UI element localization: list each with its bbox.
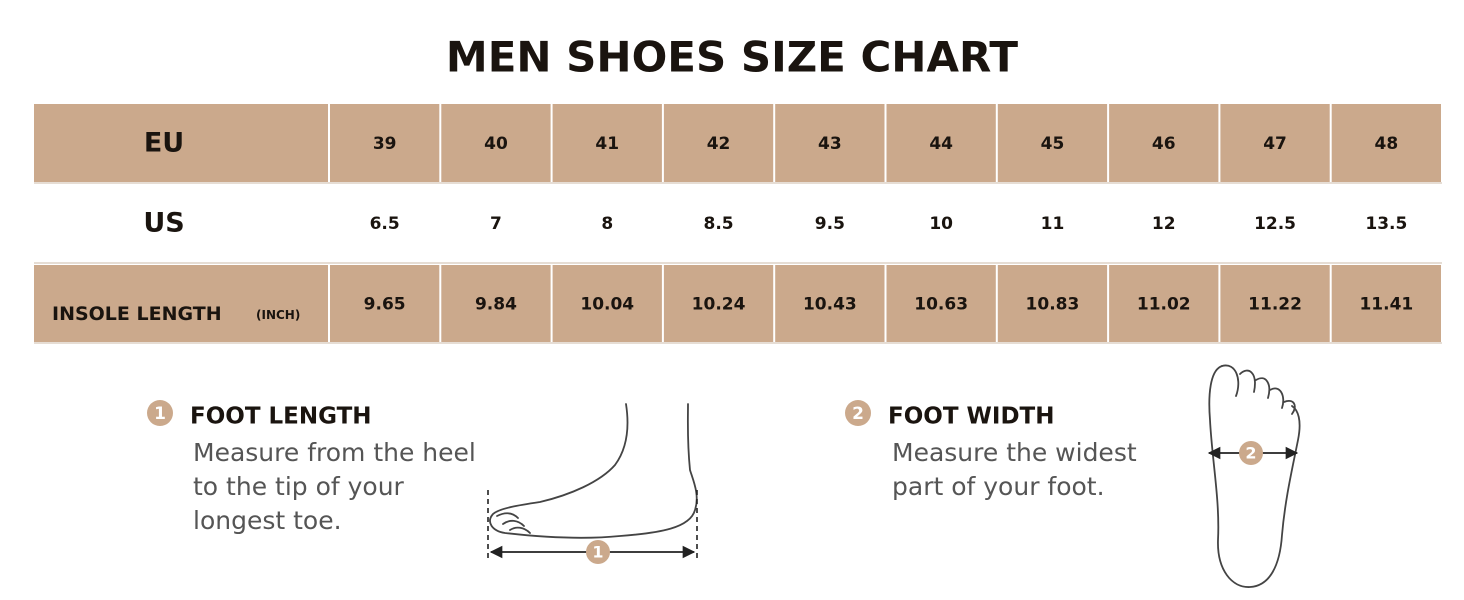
cell-value: 12	[1152, 214, 1176, 234]
cell	[1109, 184, 1219, 262]
cell	[1331, 104, 1441, 182]
cell-value: 47	[1263, 134, 1287, 154]
step-text: longest toe.	[193, 506, 342, 535]
label-cell	[34, 184, 328, 262]
cell-value: 9.65	[364, 295, 406, 315]
row-label: EU	[144, 128, 184, 159]
step-badge	[845, 400, 871, 426]
step-text: Measure from the heel	[193, 438, 476, 467]
cell	[997, 184, 1108, 262]
cell	[663, 184, 774, 262]
step-text: Measure the widest	[892, 438, 1137, 467]
row-label: US	[143, 208, 184, 239]
row-label: INSOLE LENGTH	[52, 303, 222, 325]
cell-value: 8.5	[703, 214, 733, 234]
cell-value: 48	[1375, 134, 1399, 154]
step-number: 2	[852, 404, 864, 424]
cell	[1220, 265, 1330, 342]
cell	[775, 265, 885, 342]
cell-value: 8	[601, 214, 613, 234]
cell-value: 10.83	[1026, 295, 1080, 315]
cell-value: 11.22	[1248, 295, 1302, 315]
step-badge	[147, 400, 173, 426]
cell	[997, 104, 1108, 182]
cell	[552, 265, 662, 342]
cell	[663, 104, 774, 182]
cell	[1220, 184, 1330, 262]
cell-value: 7	[490, 214, 502, 234]
cell	[1109, 104, 1219, 182]
cell-value: 42	[707, 134, 731, 154]
size-table: EU 39 40 41 42 43 44 45 46 47 48 US 6.5 7 8 8.5 9.5 10 11 1…	[34, 104, 1442, 344]
cell	[1220, 104, 1330, 182]
cell	[775, 184, 885, 262]
cell-value: 11	[1041, 214, 1065, 234]
cell-value: 39	[373, 134, 397, 154]
cell	[330, 265, 440, 342]
cell	[441, 104, 551, 182]
cell-value: 46	[1152, 134, 1176, 154]
cell-value: 41	[595, 134, 619, 154]
cell-value: 10.63	[914, 295, 968, 315]
cell-value: 11.02	[1137, 295, 1191, 315]
cell	[886, 184, 996, 262]
step-heading: FOOT LENGTH	[190, 404, 372, 430]
label-cell	[34, 104, 328, 182]
cell	[552, 184, 662, 262]
cell	[1331, 265, 1441, 342]
cell-value: 9.84	[475, 295, 517, 315]
cell-value: 40	[484, 134, 508, 154]
step-number: 1	[154, 404, 166, 424]
cell	[1331, 184, 1441, 262]
cell-value: 12.5	[1254, 214, 1296, 234]
cell-value: 6.5	[370, 214, 400, 234]
label-cell	[34, 265, 328, 342]
cell-value: 44	[929, 134, 953, 154]
cell-value: 11.41	[1359, 295, 1413, 315]
figure-badge: 2	[1245, 444, 1256, 463]
cell-value: 43	[818, 134, 842, 154]
cell	[886, 104, 996, 182]
cell	[775, 104, 885, 182]
figure-badge: 1	[592, 543, 603, 562]
instructions: 1 FOOT LENGTH Measure from the heel to the …	[147, 400, 1137, 535]
cell	[886, 265, 996, 342]
cell-value: 45	[1041, 134, 1065, 154]
foot-width-illustration: 2	[1207, 364, 1301, 588]
cell	[330, 184, 440, 262]
cell-value: 10.04	[580, 295, 634, 315]
cell	[441, 265, 551, 342]
cell	[552, 104, 662, 182]
cell	[1109, 265, 1219, 342]
cell-value: 10.43	[803, 295, 857, 315]
cell	[997, 265, 1108, 342]
step-heading: FOOT WIDTH	[888, 404, 1054, 430]
cell-value: 13.5	[1365, 214, 1407, 234]
cell	[663, 265, 774, 342]
cell	[441, 184, 551, 262]
cell	[330, 104, 440, 182]
cell-value: 10.24	[692, 295, 746, 315]
step-text: part of your foot.	[892, 472, 1105, 501]
title: MEN SHOES SIZE CHART	[446, 33, 1018, 82]
foot-length-illustration: 1	[487, 403, 698, 564]
row-unit: (INCH)	[256, 308, 300, 322]
cell-value: 9.5	[815, 214, 845, 234]
step-text: to the tip of your	[193, 472, 405, 501]
cell-value: 10	[929, 214, 953, 234]
